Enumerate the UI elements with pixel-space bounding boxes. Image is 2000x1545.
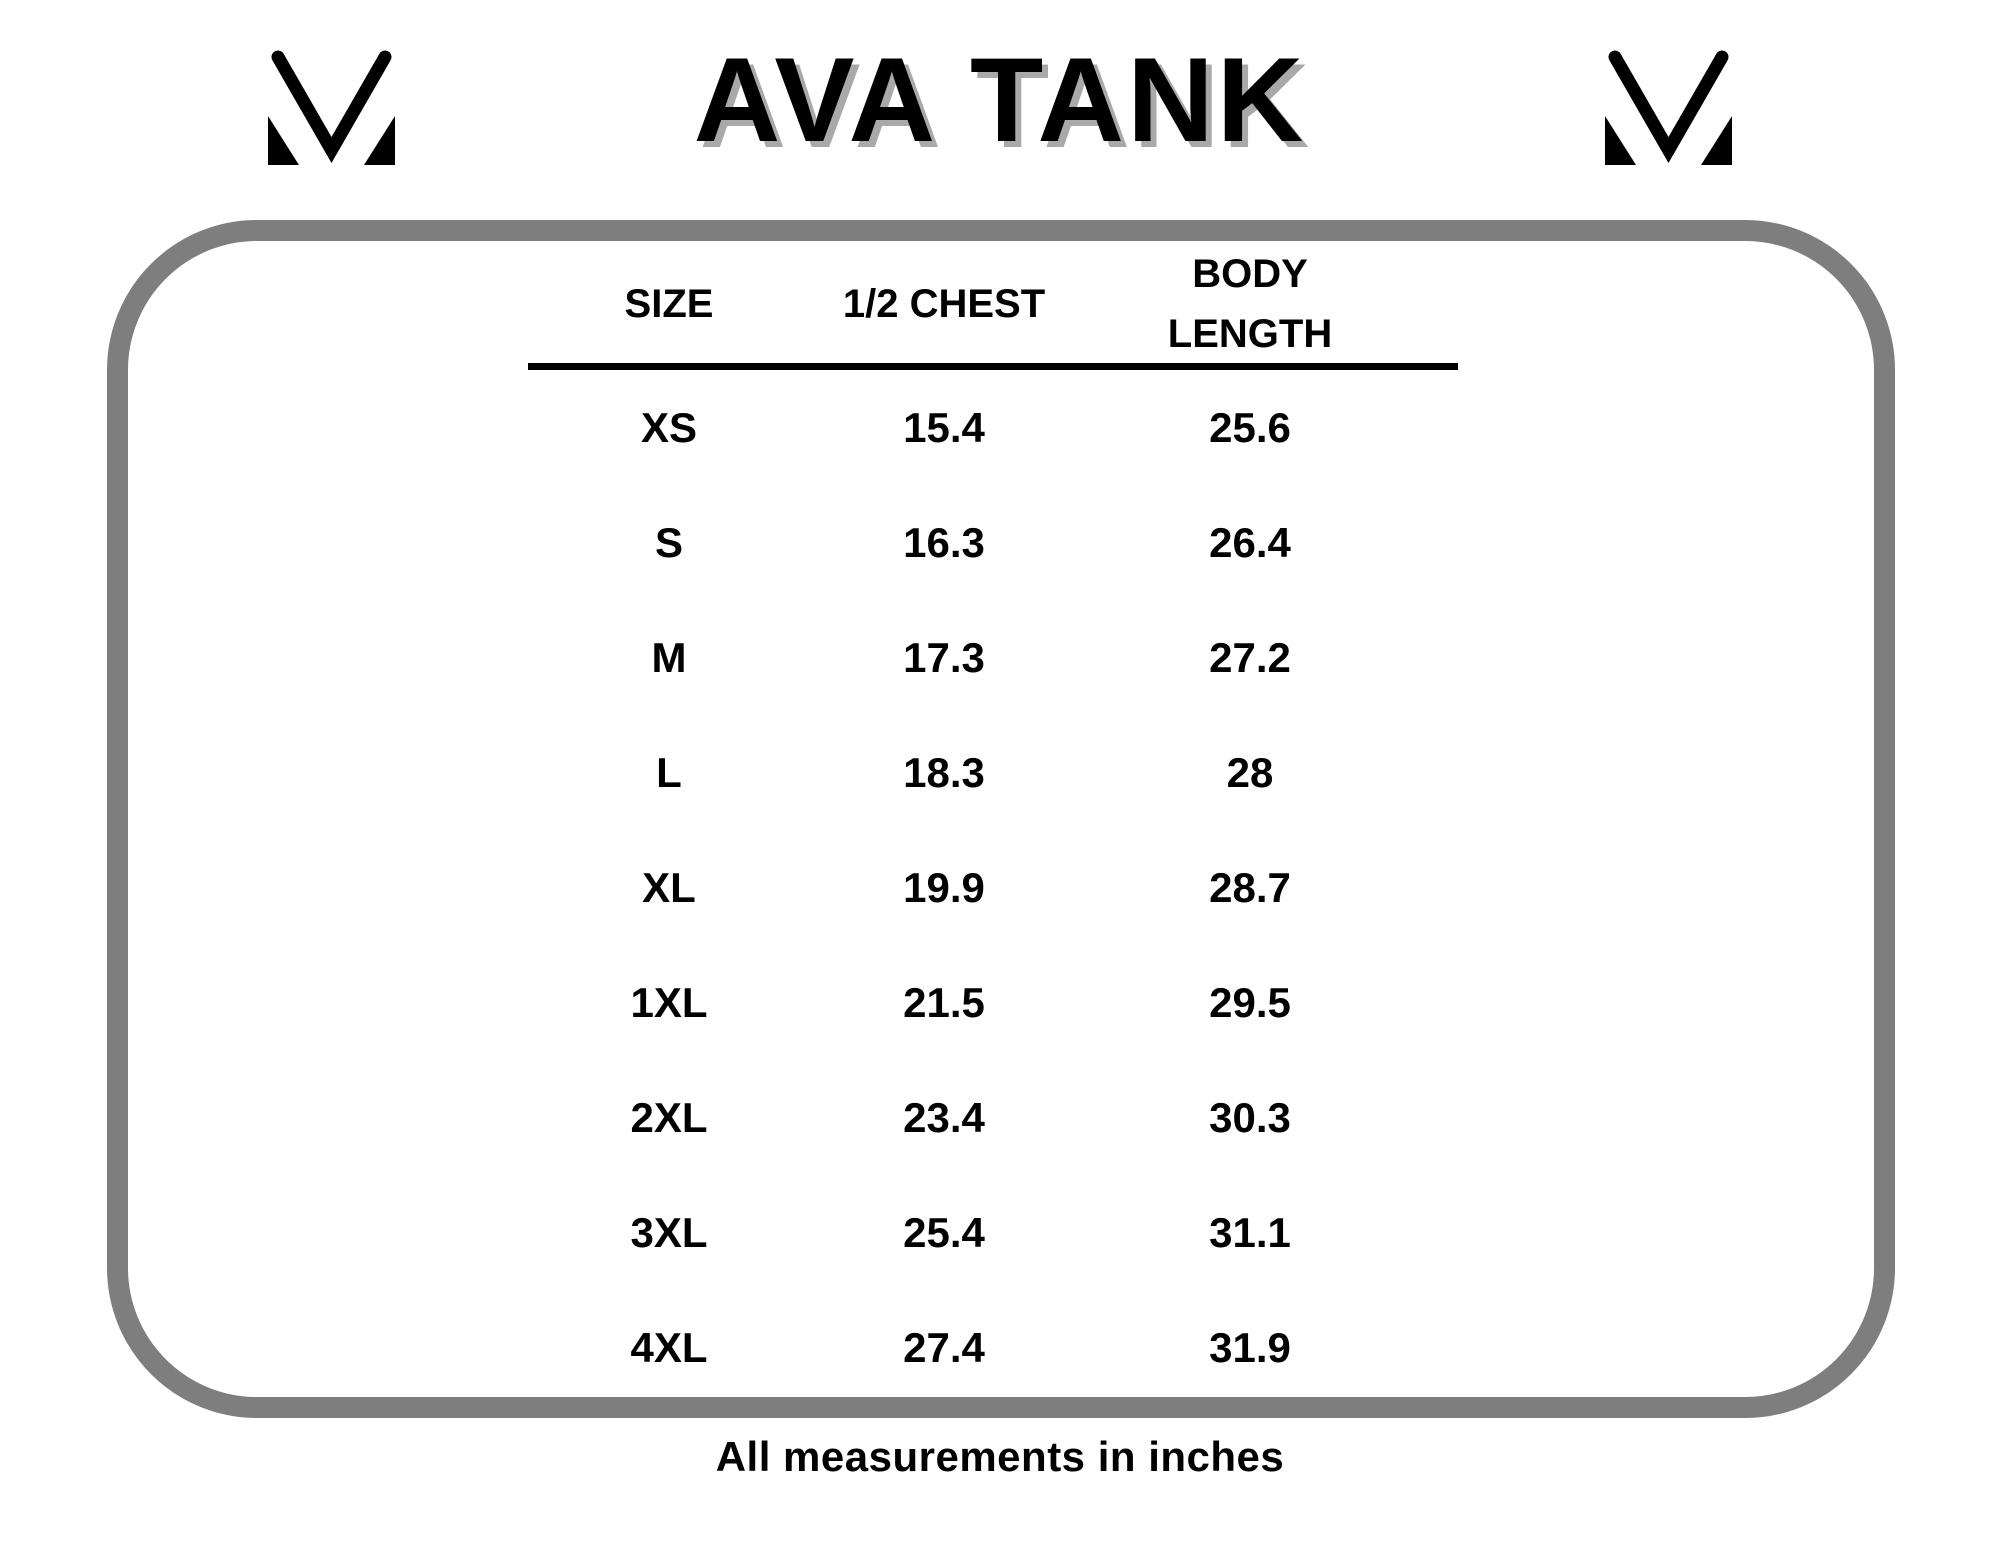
body-length-cell: 30.3: [1209, 1093, 1291, 1141]
half-chest-cell: 18.3: [903, 748, 985, 796]
size-cell: M: [651, 633, 687, 681]
column-header-body-length-label: BODY LENGTH: [1167, 252, 1333, 356]
table-row: 2XL 23.4 30.3: [528, 1060, 1422, 1175]
body-length-cell: 27.2: [1209, 633, 1291, 681]
half-chest-cell: 15.4: [903, 403, 985, 451]
table-row: XS 15.4 25.6: [528, 370, 1422, 485]
half-chest-cell: 16.3: [903, 518, 985, 566]
table-row: M 17.3 27.2: [528, 600, 1422, 715]
body-length-cell: 31.9: [1209, 1323, 1291, 1371]
table-rows: XS 15.4 25.6 S 16.3 26.4 M 17.3 27.2 L 18.3 28 XL 19.…: [528, 370, 1422, 1405]
column-header-size: SIZE: [624, 281, 714, 326]
half-chest-cell: 21.5: [903, 978, 985, 1026]
column-header-half-chest: 1/2 CHEST: [842, 281, 1046, 326]
table-row: 3XL 25.4 31.1: [528, 1175, 1422, 1290]
page-title: AVA TANK: [693, 33, 1307, 167]
body-length-cell: 29.5: [1209, 978, 1291, 1026]
table-row: 1XL 21.5 29.5: [528, 945, 1422, 1060]
size-chart-frame: [107, 220, 1895, 1418]
body-length-cell: 26.4: [1209, 518, 1291, 566]
table-row: L 18.3 28: [528, 715, 1422, 830]
table-row: XL 19.9 28.7: [528, 830, 1422, 945]
size-cell: XL: [642, 863, 696, 911]
body-length-cell: 28.7: [1209, 863, 1291, 911]
header-divider: [528, 363, 1458, 370]
size-cell: 3XL: [630, 1208, 708, 1256]
size-cell: 2XL: [630, 1093, 708, 1141]
size-cell: S: [654, 518, 683, 566]
mv-monogram-icon: [1605, 50, 1732, 165]
body-length-cell: 25.6: [1209, 403, 1291, 451]
size-cell: XS: [640, 403, 698, 451]
half-chest-cell: 19.9: [903, 863, 985, 911]
table-row: S 16.3 26.4: [528, 485, 1422, 600]
size-cell: 4XL: [630, 1323, 708, 1371]
size-cell: 1XL: [630, 978, 708, 1026]
table-row: 4XL 27.4 31.9: [528, 1290, 1422, 1405]
mv-monogram-icon: [268, 50, 395, 165]
size-cell: L: [656, 748, 682, 796]
body-length-cell: 28: [1226, 748, 1274, 796]
column-header-body-length: BODY LENGTH: [1078, 244, 1422, 364]
half-chest-cell: 27.4: [903, 1323, 985, 1371]
measurements-note: All measurements in inches: [715, 1433, 1285, 1480]
half-chest-cell: 17.3: [903, 633, 985, 681]
size-chart-header: SIZE 1/2 CHEST BODY LENGTH: [528, 248, 1422, 360]
body-length-cell: 31.1: [1209, 1208, 1291, 1256]
half-chest-cell: 25.4: [903, 1208, 985, 1256]
half-chest-cell: 23.4: [903, 1093, 985, 1141]
